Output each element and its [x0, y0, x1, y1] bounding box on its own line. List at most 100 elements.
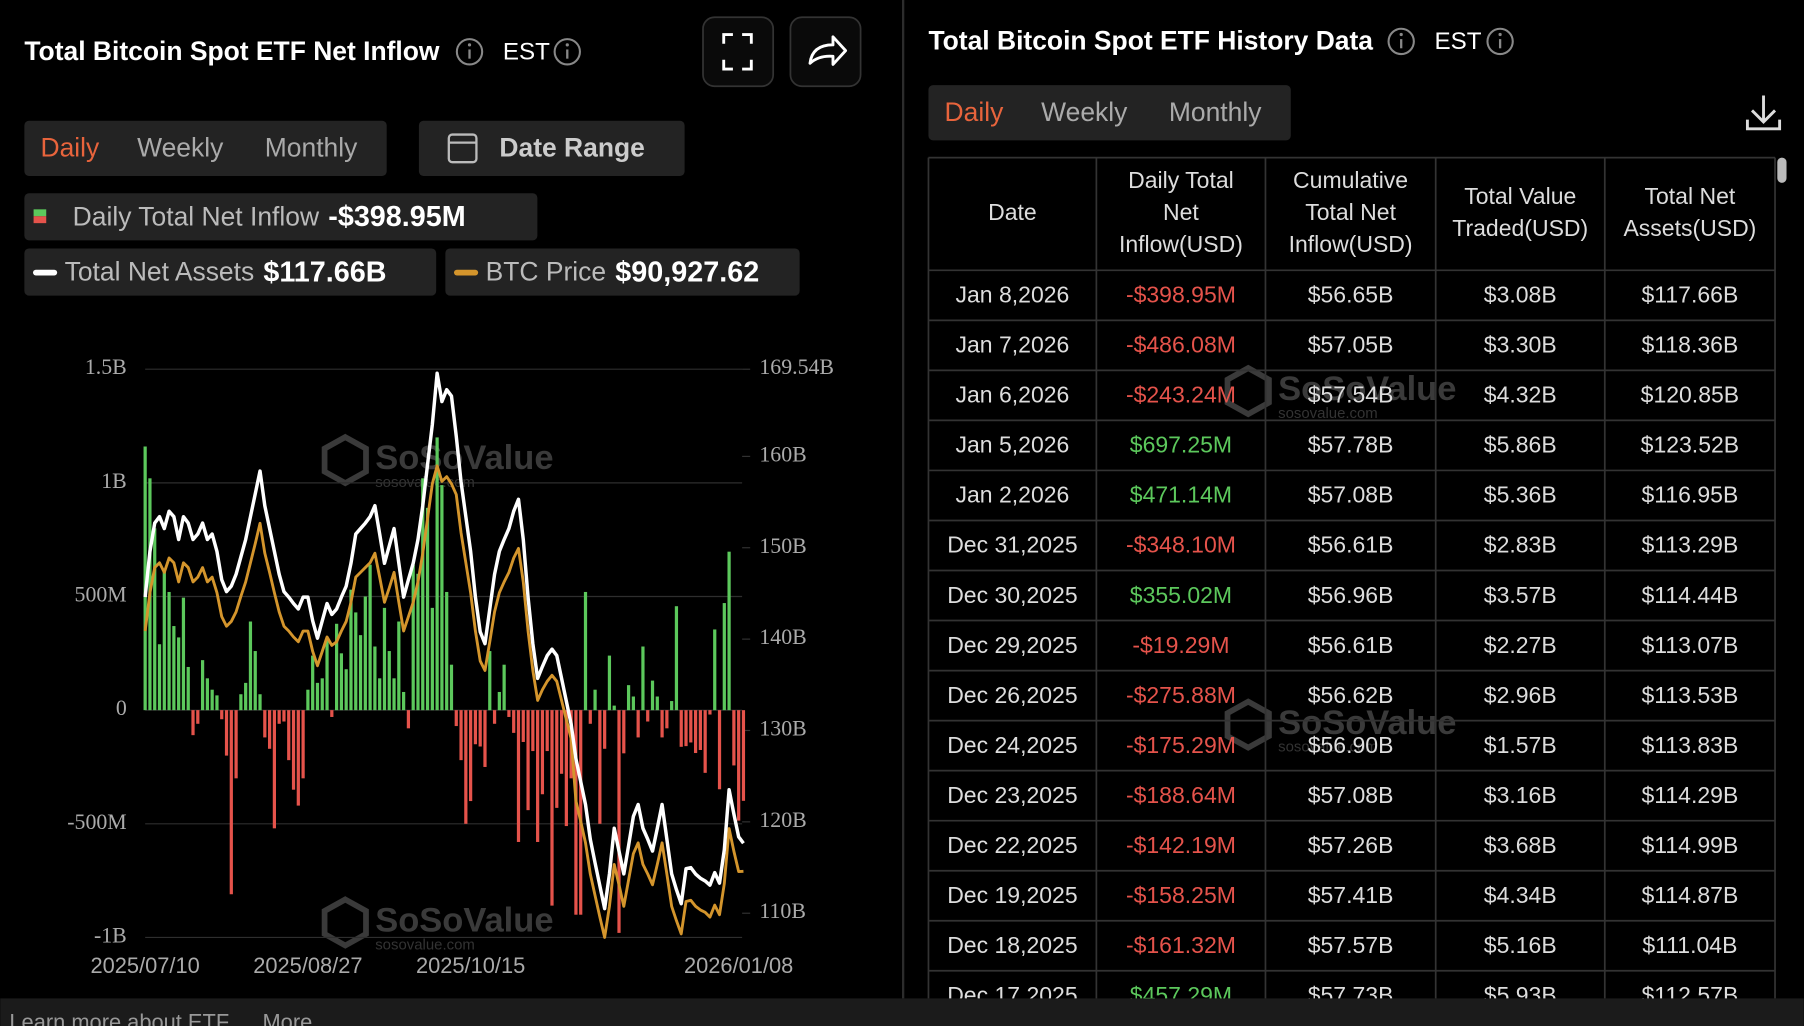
bar — [378, 678, 382, 711]
bar — [440, 485, 444, 711]
bar — [469, 710, 473, 802]
bar — [334, 623, 339, 711]
bar — [703, 710, 707, 773]
bar — [402, 691, 406, 711]
bar — [229, 710, 233, 895]
row-date: Dec 26,2025 — [947, 682, 1077, 708]
legend-value: -$398.95M — [328, 201, 465, 233]
cell: $56.96B — [1308, 582, 1394, 608]
bar — [215, 695, 219, 711]
info-icon[interactable] — [1486, 27, 1514, 56]
bar — [483, 710, 487, 767]
x-tick-label: 2025/07/10 — [90, 953, 199, 978]
bar — [660, 710, 664, 738]
bar — [684, 710, 688, 747]
bar — [220, 710, 224, 720]
row-date: Dec 30,2025 — [947, 582, 1077, 608]
cell: $116.95B — [1642, 482, 1739, 508]
bar — [311, 655, 315, 711]
scrollbar[interactable] — [1777, 157, 1787, 183]
bar — [272, 710, 276, 829]
fullscreen-icon — [722, 33, 753, 71]
watermark-url: sosovalue.com — [1278, 405, 1378, 422]
bar — [636, 710, 640, 738]
bar — [397, 621, 401, 711]
bar — [646, 710, 650, 722]
bar — [363, 596, 367, 711]
bar — [617, 710, 621, 933]
fullscreen-button[interactable] — [702, 16, 775, 88]
tab[interactable]: Weekly — [1041, 97, 1128, 127]
bar — [406, 710, 411, 729]
bar — [234, 710, 238, 779]
footer-text: Learn more about ETF — [9, 1009, 229, 1026]
cell: $111.04B — [1642, 932, 1737, 958]
bar — [521, 710, 525, 742]
share-button[interactable] — [789, 16, 862, 88]
bar — [153, 528, 157, 711]
bar — [574, 710, 578, 915]
y2-tick-label: 110B — [759, 899, 806, 923]
x-tick-label: 2025/10/15 — [416, 953, 525, 978]
cell: $114.87B — [1642, 882, 1739, 908]
y-tick-label: 1.5B — [85, 355, 127, 379]
bar — [330, 710, 334, 717]
bar — [344, 669, 348, 711]
bar — [722, 603, 726, 711]
bar — [454, 710, 458, 727]
bar — [177, 637, 181, 711]
bar — [545, 710, 549, 752]
cell: $5.16B — [1484, 932, 1557, 958]
row-date: Jan 7,2026 — [956, 332, 1070, 358]
date-range-label[interactable]: Date Range — [499, 133, 644, 163]
bar — [603, 710, 607, 749]
row-date: Dec 22,2025 — [947, 832, 1077, 858]
tab-group — [24, 120, 387, 176]
bar — [593, 689, 597, 711]
y-tick-label: 1B — [101, 469, 127, 493]
tab[interactable]: Monthly — [265, 133, 358, 163]
bar — [162, 569, 166, 711]
bar — [713, 629, 717, 711]
column-header: Inflow(USD) — [1289, 231, 1413, 257]
y2-tick-label: 120B — [759, 808, 806, 832]
bar — [248, 621, 253, 711]
download-icon[interactable] — [1745, 95, 1782, 131]
bar — [200, 660, 205, 711]
cell: $3.57B — [1484, 582, 1557, 608]
bar — [579, 710, 583, 915]
cell: $457.29M — [1130, 982, 1232, 1008]
bar — [459, 710, 463, 761]
bar — [727, 551, 731, 711]
date-range-button[interactable] — [418, 120, 685, 176]
footer-link[interactable]: More — [262, 1009, 312, 1026]
legend-name: Daily Total Net Inflow — [73, 202, 320, 232]
bar — [244, 682, 248, 711]
row-date: Jan 6,2026 — [956, 382, 1070, 408]
bar — [564, 710, 568, 827]
timezone: EST — [503, 38, 550, 65]
info-icon-dot — [1498, 32, 1502, 37]
y2-tick-label: 160B — [759, 442, 806, 466]
bar — [674, 606, 679, 711]
info-icon[interactable] — [1387, 27, 1415, 56]
bar — [540, 710, 545, 795]
bar — [641, 646, 645, 711]
column-header: Date — [988, 199, 1037, 225]
bar — [282, 710, 286, 722]
cell: $2.96B — [1484, 682, 1557, 708]
tab[interactable]: Monthly — [1169, 97, 1262, 127]
footer-bar — [0, 998, 1804, 1026]
row-date: Dec 19,2025 — [947, 882, 1077, 908]
tab[interactable]: Daily — [945, 97, 1005, 127]
cell: $56.61B — [1308, 532, 1394, 558]
watermark-url: sosovalue.com — [1278, 739, 1378, 756]
info-icon-dot — [467, 43, 472, 47]
row-date: Jan 5,2026 — [956, 432, 1070, 458]
cell: -$188.64M — [1126, 782, 1236, 808]
info-icon[interactable] — [553, 38, 581, 66]
tab[interactable]: Weekly — [137, 133, 224, 163]
tab[interactable]: Daily — [40, 133, 100, 163]
info-icon[interactable] — [455, 38, 484, 66]
y2-tick-label: 140B — [759, 625, 806, 649]
